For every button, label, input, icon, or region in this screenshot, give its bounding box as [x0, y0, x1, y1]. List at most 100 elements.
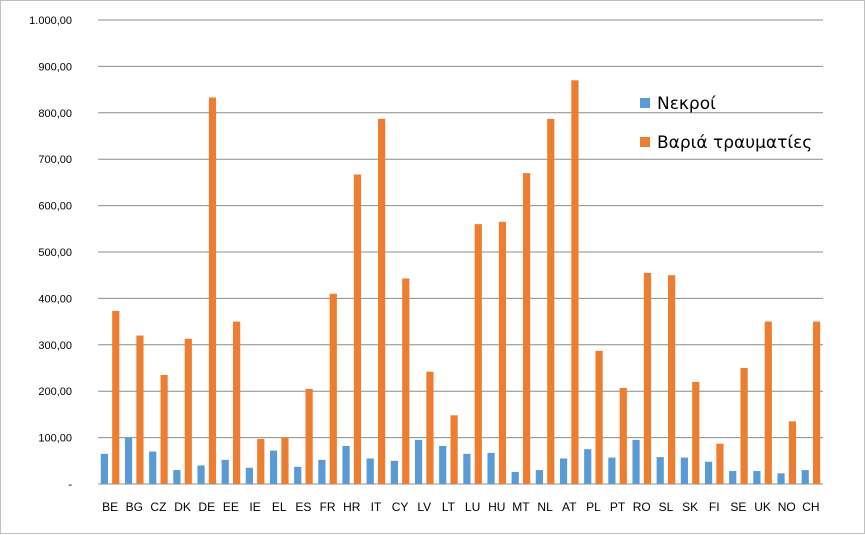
x-category-label: UK [754, 500, 771, 514]
bar-variatraumaties-ro [643, 272, 652, 484]
bar-variatraumaties-lv [426, 371, 434, 484]
bar-variatraumaties-hr [353, 174, 362, 484]
bar-nekroi-nl [535, 470, 543, 484]
y-tick-label: 800,00 [38, 108, 72, 120]
bar-nekroi-bg [124, 437, 133, 484]
bar-nekroi-sk [680, 457, 688, 484]
x-category-label: ES [295, 500, 311, 514]
y-tick-label: 1.000,00 [29, 15, 72, 27]
y-tick-label: 200,00 [38, 386, 72, 398]
x-category-label: NO [778, 500, 796, 514]
bar-variatraumaties-ch [813, 321, 821, 484]
x-category-label: BE [102, 500, 118, 514]
bar-nekroi-de [197, 465, 205, 484]
y-axis-tick-labels: - 100,00 200,00 300,00 400,00 500,00 600,00 700… [29, 15, 72, 491]
bar-nekroi-ch [801, 470, 809, 484]
bar-nekroi-cz [149, 451, 157, 484]
bar-nekroi-fr [318, 459, 326, 484]
y-tick-label: 100,00 [38, 433, 72, 445]
bar-variatraumaties-pt [619, 387, 627, 484]
x-category-label: SK [682, 500, 698, 514]
x-category-label: AT [562, 500, 577, 514]
bar-variatraumaties-dk [184, 338, 192, 484]
legend: Νεκροί Βαριά τραυματίες [640, 94, 812, 153]
bar-variatraumaties-lt [450, 415, 458, 484]
y-tick-label: 400,00 [38, 293, 72, 305]
legend-label: Βαριά τραυματίες [657, 133, 812, 153]
bar-nekroi-no [777, 473, 785, 484]
bar-variatraumaties-nl [547, 118, 555, 484]
x-category-label: DK [174, 500, 191, 514]
x-category-label: PL [586, 500, 601, 514]
x-category-label: CY [392, 500, 409, 514]
bar-variatraumaties-fr [329, 293, 337, 484]
bar-variatraumaties-bg [136, 335, 144, 484]
bar-variatraumaties-ie [257, 438, 265, 484]
legend-swatch [640, 98, 650, 108]
bar-nekroi-pt [608, 457, 616, 484]
bar-variatraumaties-ee [233, 321, 241, 484]
x-category-label: IE [249, 500, 260, 514]
bar-variatraumaties-sl [668, 275, 676, 484]
bar-nekroi-dk [173, 470, 181, 484]
bar-nekroi-it [366, 458, 374, 484]
bar-nekroi-lu [463, 453, 471, 484]
bar-nekroi-ee [221, 459, 229, 484]
x-category-label: FI [709, 500, 720, 514]
bar-nekroi-at [559, 458, 568, 484]
bar-nekroi-lt [439, 445, 447, 484]
x-category-label: PT [610, 500, 626, 514]
x-category-label: DE [198, 500, 215, 514]
x-category-label: LT [442, 500, 456, 514]
bar-variatraumaties-es [305, 388, 313, 484]
x-axis-category-labels: BE BG CZ DK DE EE IE EL ES FR HR IT CY LV LT LU HU MT NL AT… [102, 500, 820, 514]
x-category-label: CH [802, 500, 819, 514]
bar-nekroi-ie [245, 467, 253, 484]
bar-nekroi-es [294, 466, 302, 484]
bar-nekroi-be [100, 453, 108, 484]
bar-variatraumaties-at [571, 80, 579, 484]
bar-variatraumaties-mt [523, 173, 531, 484]
x-category-label: FR [320, 500, 336, 514]
x-category-label: MT [512, 500, 530, 514]
y-tick-label: 500,00 [38, 247, 72, 259]
x-category-label: CZ [150, 500, 166, 514]
y-tick-label: - [68, 479, 72, 491]
bar-nekroi-mt [511, 471, 519, 484]
x-category-label: HU [488, 500, 505, 514]
x-category-label: EE [223, 500, 239, 514]
bar-variatraumaties-se [740, 368, 748, 484]
bar-nekroi-hr [342, 445, 350, 484]
bar-nekroi-fi [704, 461, 713, 484]
x-category-label: HR [343, 500, 361, 514]
x-category-label: SL [659, 500, 674, 514]
bar-variatraumaties-cz [160, 374, 168, 484]
x-category-label: SE [730, 500, 746, 514]
bar-variatraumaties-no [788, 421, 797, 484]
bar-variatraumaties-sk [692, 381, 700, 484]
bar-nekroi-el [269, 450, 278, 484]
bar-nekroi-sl [656, 457, 664, 484]
x-category-label: BG [126, 500, 143, 514]
gridlines [98, 19, 823, 485]
bar-nekroi-hu [487, 452, 495, 484]
bar-variatraumaties-lu [474, 224, 482, 484]
bar-variatraumaties-fi [716, 443, 724, 484]
y-tick-label: 700,00 [38, 154, 72, 166]
y-tick-label: 900,00 [38, 61, 72, 73]
bar-nekroi-pl [584, 449, 592, 484]
bar-variatraumaties-cy [402, 278, 410, 484]
bar-nekroi-uk [753, 471, 761, 484]
bars [100, 80, 821, 484]
y-tick-label: 600,00 [38, 201, 72, 213]
y-tick-label: 300,00 [38, 340, 72, 352]
bar-nekroi-cy [390, 460, 398, 484]
bar-variatraumaties-uk [764, 321, 772, 484]
bar-nekroi-se [729, 471, 737, 484]
bar-variatraumaties-it [378, 118, 386, 484]
x-category-label: LV [417, 500, 431, 514]
x-category-label: IT [371, 500, 382, 514]
x-category-label: NL [537, 500, 553, 514]
legend-label: Νεκροί [657, 94, 716, 114]
